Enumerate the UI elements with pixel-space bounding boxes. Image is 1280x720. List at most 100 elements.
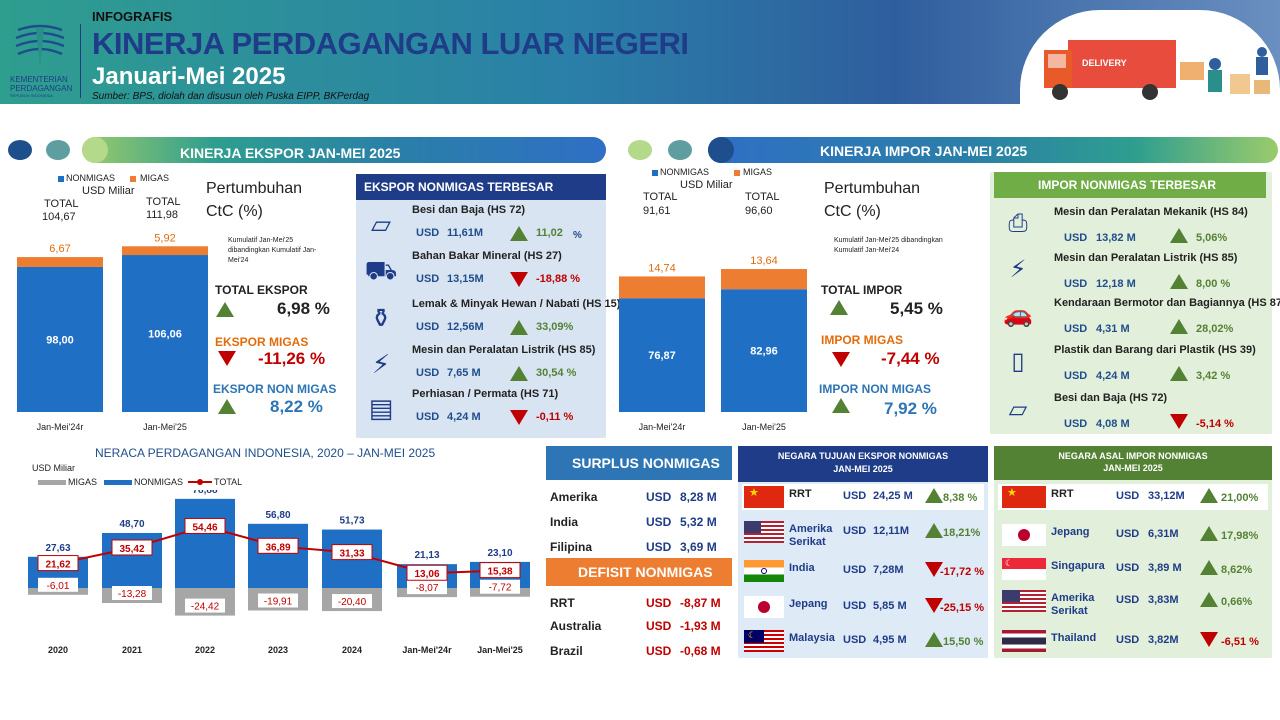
- delivery-truck-icon: [1044, 40, 1270, 100]
- item-usd: USD: [416, 321, 440, 333]
- crescent-icon: ☾: [1005, 558, 1014, 568]
- tujuan-title-1: NEGARA TUJUAN EKSPOR NONMIGAS: [777, 451, 949, 461]
- data-label-bg: [258, 593, 298, 608]
- impor-migas-value: -7,44 %: [881, 349, 940, 368]
- country-value: -0,68 M: [680, 644, 721, 658]
- legend-swatch-nonmigas: [652, 170, 658, 176]
- legend-label-nonmigas: NONMIGAS: [66, 173, 116, 183]
- tick-label: 2021: [122, 645, 142, 655]
- chakra-icon: [761, 568, 767, 574]
- legend-swatch-migas: [38, 480, 66, 485]
- total-label-box: [111, 539, 153, 556]
- tujuan-header: [738, 446, 988, 482]
- data-label-migas: -6,01: [47, 581, 70, 592]
- data-label-migas: -8,07: [416, 583, 439, 594]
- usd-label: USD: [646, 619, 672, 633]
- total-ekspor-value: 6,98 %: [277, 299, 330, 318]
- malaysia-flag-icon: ☾: [744, 630, 784, 652]
- up-arrow-icon: [925, 632, 943, 647]
- country-name: Brazil: [550, 644, 583, 658]
- country-name: Filipina: [550, 540, 592, 554]
- unit-label: USD Miliar: [82, 185, 135, 197]
- item-usd: USD: [1064, 418, 1088, 430]
- bar-nonmigas: [175, 498, 235, 588]
- impor-nonmigas-value: 7,92 %: [884, 399, 937, 418]
- data-label-bg: [112, 586, 152, 601]
- usd-label: USD: [646, 644, 672, 658]
- canton: [1002, 590, 1021, 603]
- steel-icon: ▱: [1008, 396, 1028, 423]
- data-label-nonmigas: 21,13: [414, 550, 439, 561]
- ekspor-growth-title-1: Pertumbuhan: [206, 180, 303, 197]
- steel-icon: ▱: [371, 209, 391, 239]
- india-flag-icon: [744, 560, 784, 582]
- item-name: Bahan Bakar Mineral (HS 27): [412, 250, 562, 262]
- total-value-1: 91,61: [643, 205, 671, 217]
- country-value: 3,89 M: [1148, 562, 1182, 574]
- country-name: RRT: [550, 596, 575, 610]
- truck-label: DELIVERY: [1082, 58, 1127, 68]
- country-name: RRT: [789, 488, 812, 500]
- country-name: India: [789, 562, 815, 574]
- data-label-migas: 5,92: [154, 232, 175, 244]
- total-value-1: 104,67: [42, 211, 76, 223]
- item-name: Lemak & Minyak Hewan / Nabati (HS 15): [412, 298, 621, 310]
- data-label-nonmigas: 48,70: [119, 519, 144, 530]
- bar-migas: [122, 246, 208, 256]
- ekspor-top-panel: [356, 200, 606, 438]
- item-name: Mesin dan Peralatan Mekanik (HS 84): [1054, 206, 1248, 218]
- data-label-nonmigas: 98,00: [46, 334, 74, 346]
- down-arrow-icon: [510, 410, 528, 425]
- tick-label: Jan-Mei'24r: [639, 422, 686, 432]
- country-value: 3,82M: [1148, 634, 1179, 646]
- up-arrow-icon: [218, 399, 236, 414]
- usd-label: USD: [1116, 562, 1140, 574]
- usd-label: USD: [1116, 634, 1140, 646]
- item-name: Mesin dan Peralatan Listrik (HS 85): [412, 344, 596, 356]
- impor-top-title: IMPOR NONMIGAS TERBESAR: [1038, 178, 1217, 192]
- data-label-bg: [332, 594, 372, 609]
- item-value: 12,56M: [447, 321, 484, 333]
- item-value: 7,65 M: [447, 367, 481, 379]
- bar-nonmigas: [17, 266, 103, 412]
- total-impor-value: 5,45 %: [890, 299, 943, 318]
- coal-cart-icon: ⛟: [364, 255, 398, 285]
- thailand-flag-icon: [1002, 630, 1046, 652]
- country-pct: -17,72 %: [940, 566, 985, 578]
- country-value: -1,93 M: [680, 619, 721, 633]
- data-label-migas: -20,40: [338, 597, 367, 608]
- ekspor-note: Kumulatif Jan-Mei'25 dibandingkan Kumula…: [228, 237, 317, 264]
- up-arrow-icon: [1200, 592, 1218, 607]
- data-label-nonmigas: 78,88: [192, 490, 217, 496]
- electric-plug-icon: ⚡: [1009, 256, 1027, 283]
- item-usd: USD: [416, 411, 440, 423]
- total-label-box: [331, 544, 373, 561]
- country-value: 3,69 M: [680, 540, 717, 554]
- crescent-icon: ☾: [748, 630, 757, 640]
- japan-flag-icon: [744, 596, 784, 618]
- tick-label: Jan-Mei'24r: [402, 645, 452, 655]
- up-arrow-icon: [510, 226, 528, 241]
- impor-banner-title: KINERJA IMPOR JAN-MEI 2025: [820, 143, 1028, 159]
- total-label-box: [184, 517, 226, 534]
- logo-text-1: KEMENTERIAN: [10, 75, 68, 84]
- usd-label: USD: [646, 596, 672, 610]
- item-pct: 5,06%: [1196, 232, 1228, 244]
- surplus-title: SURPLUS NONMIGAS: [572, 455, 720, 471]
- usd-label: USD: [843, 490, 867, 502]
- total-ekspor-label: TOTAL EKSPOR: [215, 283, 308, 297]
- star-icon: ★: [749, 487, 759, 499]
- tick-label: 2022: [195, 645, 215, 655]
- country-value: 8,28 M: [680, 490, 717, 504]
- data-label-migas: 13,64: [750, 255, 778, 267]
- up-arrow-icon: [1170, 319, 1188, 334]
- usd-label: USD: [1116, 490, 1140, 502]
- down-arrow-icon: [925, 598, 943, 613]
- country-name: Jepang: [1051, 526, 1090, 538]
- ekspor-top-title: EKSPOR NONMIGAS TERBESAR: [364, 180, 554, 194]
- china-flag-icon: ★: [1002, 486, 1046, 508]
- data-label-total: 21,62: [45, 560, 70, 571]
- legend-swatch-nonmigas: [58, 176, 64, 182]
- ekspor-migas-label: EKSPOR MIGAS: [215, 335, 309, 349]
- plastic-bottles-icon: ▯: [1011, 348, 1025, 375]
